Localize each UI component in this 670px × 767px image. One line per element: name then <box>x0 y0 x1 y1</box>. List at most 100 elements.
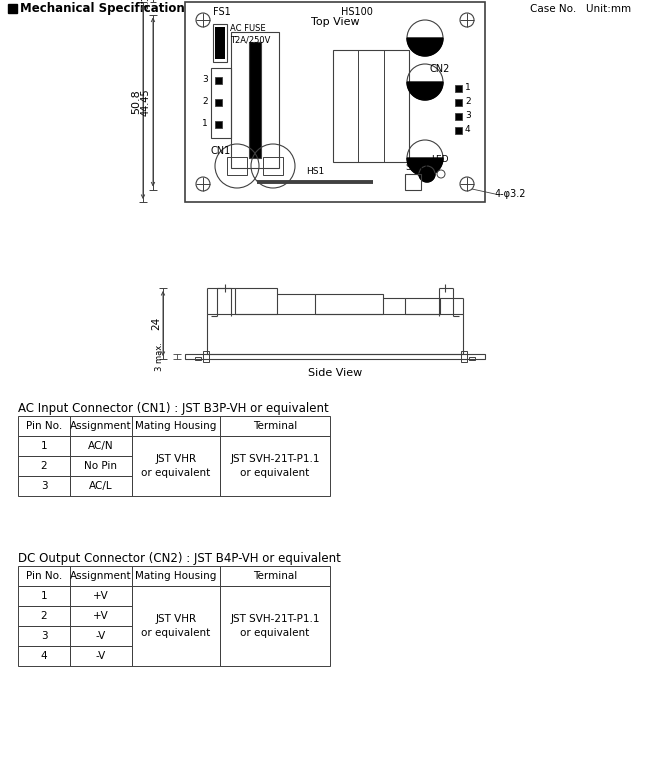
Bar <box>70 476 132 496</box>
Polygon shape <box>407 82 443 100</box>
Bar <box>220 586 330 666</box>
Text: Terminal: Terminal <box>253 421 297 431</box>
Bar <box>18 606 70 626</box>
Text: Top View: Top View <box>311 17 359 27</box>
Text: AC FUSE
T2A/250V: AC FUSE T2A/250V <box>230 24 271 44</box>
Bar <box>132 566 220 586</box>
Bar <box>455 113 462 120</box>
Bar <box>220 416 330 436</box>
Bar <box>455 127 462 134</box>
Text: No Pin: No Pin <box>84 461 117 471</box>
Bar <box>195 357 201 360</box>
Text: 2: 2 <box>465 97 470 107</box>
Bar <box>333 50 409 162</box>
Bar <box>231 32 279 168</box>
Text: Case No.   Unit:mm: Case No. Unit:mm <box>530 4 631 14</box>
Bar <box>18 476 70 496</box>
Bar <box>461 351 467 362</box>
Text: 1: 1 <box>202 120 208 129</box>
Bar <box>455 99 462 106</box>
Bar <box>215 77 222 84</box>
Text: DC Output Connector (CN2) : JST B4P-VH or equivalent: DC Output Connector (CN2) : JST B4P-VH o… <box>18 552 341 565</box>
Bar <box>70 626 132 646</box>
Text: Assignment: Assignment <box>70 571 132 581</box>
Bar <box>70 456 132 476</box>
Text: Assignment: Assignment <box>70 421 132 431</box>
Bar <box>405 298 440 314</box>
Text: 3: 3 <box>41 481 48 491</box>
Bar <box>455 85 462 92</box>
Bar <box>70 646 132 666</box>
Text: Mating Housing: Mating Housing <box>135 571 216 581</box>
Text: CN1: CN1 <box>211 146 231 156</box>
Polygon shape <box>419 174 435 182</box>
Bar <box>18 646 70 666</box>
Text: SVR1: SVR1 <box>405 163 429 172</box>
Bar <box>132 586 220 666</box>
Text: 4: 4 <box>41 651 48 661</box>
Bar <box>70 416 132 436</box>
Text: AC Input Connector (CN1) : JST B3P-VH or equivalent: AC Input Connector (CN1) : JST B3P-VH or… <box>18 402 329 415</box>
Bar <box>8 4 17 13</box>
Text: +V: +V <box>93 591 109 601</box>
Text: Mechanical Specification: Mechanical Specification <box>20 2 185 15</box>
Text: 50.8: 50.8 <box>131 90 141 114</box>
Bar <box>263 157 283 175</box>
Bar <box>18 626 70 646</box>
Text: -V: -V <box>96 631 106 641</box>
Bar <box>18 436 70 456</box>
Text: 24: 24 <box>151 317 161 330</box>
Bar <box>405 174 421 190</box>
Text: FS1: FS1 <box>213 7 230 17</box>
Text: HS1: HS1 <box>306 167 324 176</box>
Text: 2: 2 <box>41 461 48 471</box>
Text: 1: 1 <box>41 591 48 601</box>
Bar <box>227 157 247 175</box>
Bar <box>315 294 383 314</box>
Text: 2: 2 <box>41 611 48 621</box>
Text: 3: 3 <box>465 111 471 120</box>
Bar <box>70 606 132 626</box>
Text: LED: LED <box>431 155 448 164</box>
Text: 1: 1 <box>41 441 48 451</box>
Bar <box>18 566 70 586</box>
Bar <box>185 2 485 202</box>
Bar <box>469 357 475 360</box>
Polygon shape <box>407 158 443 176</box>
Text: 3: 3 <box>41 631 48 641</box>
Text: CN2: CN2 <box>429 64 450 74</box>
Text: HS100: HS100 <box>341 7 373 17</box>
Text: 44.45: 44.45 <box>141 88 151 116</box>
Text: 2: 2 <box>202 97 208 107</box>
Bar <box>18 456 70 476</box>
Bar <box>215 121 222 128</box>
Bar <box>215 99 222 106</box>
Text: JST SVH-21T-P1.1
or equivalent: JST SVH-21T-P1.1 or equivalent <box>230 614 320 637</box>
Bar <box>132 436 220 496</box>
Text: JST VHR
or equivalent: JST VHR or equivalent <box>141 614 210 637</box>
Bar <box>203 351 209 362</box>
Bar <box>70 586 132 606</box>
Text: 3.175: 3.175 <box>141 0 151 9</box>
Bar <box>235 288 277 314</box>
Text: AC/N: AC/N <box>88 441 114 451</box>
Text: 3: 3 <box>202 75 208 84</box>
Text: JST SVH-21T-P1.1
or equivalent: JST SVH-21T-P1.1 or equivalent <box>230 454 320 478</box>
Bar <box>249 42 261 158</box>
Text: Pin No.: Pin No. <box>26 421 62 431</box>
Bar <box>207 314 463 354</box>
Text: +V: +V <box>93 611 109 621</box>
Text: 4-φ3.2: 4-φ3.2 <box>495 189 527 199</box>
Bar <box>215 27 225 59</box>
Text: JST VHR
or equivalent: JST VHR or equivalent <box>141 454 210 478</box>
Text: AC/L: AC/L <box>89 481 113 491</box>
Text: -V: -V <box>96 651 106 661</box>
Bar <box>70 566 132 586</box>
Bar <box>70 436 132 456</box>
Text: Pin No.: Pin No. <box>26 571 62 581</box>
Bar <box>220 566 330 586</box>
Bar <box>220 436 330 496</box>
Text: 3 max.: 3 max. <box>155 342 163 371</box>
Bar <box>132 416 220 436</box>
Polygon shape <box>407 38 443 56</box>
